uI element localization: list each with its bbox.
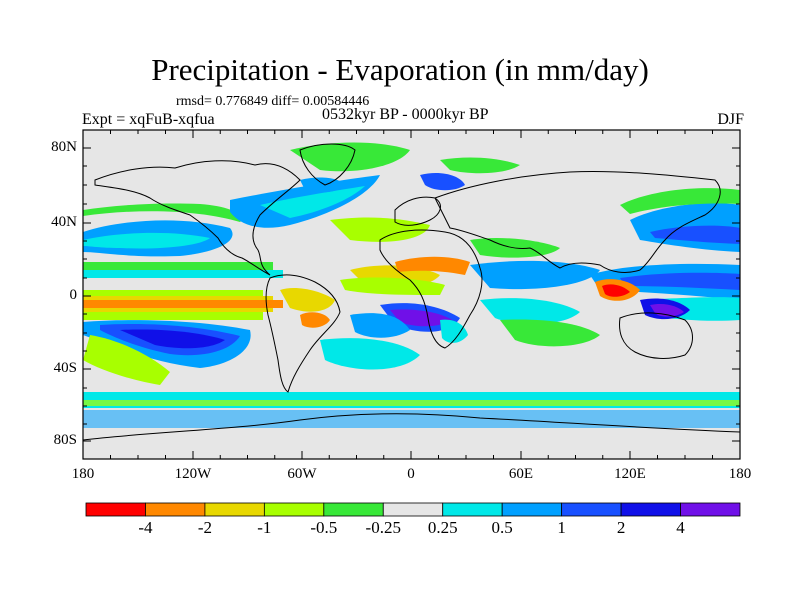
axis-ticks <box>82 130 741 459</box>
lon-tick-label: 180 <box>71 466 95 482</box>
season-label: DJF <box>717 111 744 128</box>
colorbar-swatch <box>680 502 741 517</box>
colorbar-label: -0.5 <box>310 518 338 537</box>
lon-tick-label: 120W <box>174 466 212 482</box>
stats-line: rmsd= 0.776849 diff= 0.00584446 <box>176 94 370 109</box>
colorbar-swatch <box>442 502 503 517</box>
plot-title: Precipitation - Evaporation (in mm/day) <box>151 52 649 87</box>
lat-tick-label: 0 <box>69 287 78 303</box>
colorbar-label: 0.25 <box>427 518 458 537</box>
colorbar-swatch <box>620 502 681 517</box>
map-field <box>83 130 740 459</box>
lat-tick-label: 40N <box>51 214 77 230</box>
experiment-label: Expt = xqFuB-xqfua <box>82 111 215 128</box>
colorbar-swatch <box>204 502 265 517</box>
colorbar-swatch <box>561 502 622 517</box>
coastlines <box>83 143 740 441</box>
lat-tick-label: 80N <box>51 139 77 155</box>
colorbar-swatch <box>382 502 444 517</box>
period-label: 0532kyr BP - 0000kyr BP <box>322 106 489 123</box>
lon-tick-label: 120E <box>614 466 646 482</box>
colorbar-label: -1 <box>257 518 272 537</box>
lon-tick-label: 60W <box>287 466 317 482</box>
colorbar-swatch <box>501 502 563 517</box>
colorbar-swatch <box>85 502 146 517</box>
colorbar-swatch <box>323 502 384 517</box>
colorbar-label: 0.5 <box>491 518 513 537</box>
colorbar-label: 1 <box>557 518 566 537</box>
colorbar-label: 2 <box>616 518 626 537</box>
lat-tick-label: 80S <box>53 432 77 448</box>
colorbar-swatch <box>145 502 206 517</box>
colorbar-label: 4 <box>676 518 685 537</box>
colorbar-label: -4 <box>138 518 153 537</box>
colorbar-swatch <box>263 502 325 517</box>
lon-tick-label: 60E <box>508 466 534 482</box>
colorbar-label: -0.25 <box>365 518 401 537</box>
colorbar-label: -2 <box>197 518 212 537</box>
lon-tick-label: 180 <box>728 466 752 482</box>
lat-tick-label: 40S <box>53 360 77 376</box>
lon-tick-label: 0 <box>407 466 415 482</box>
colorbar <box>85 502 741 517</box>
